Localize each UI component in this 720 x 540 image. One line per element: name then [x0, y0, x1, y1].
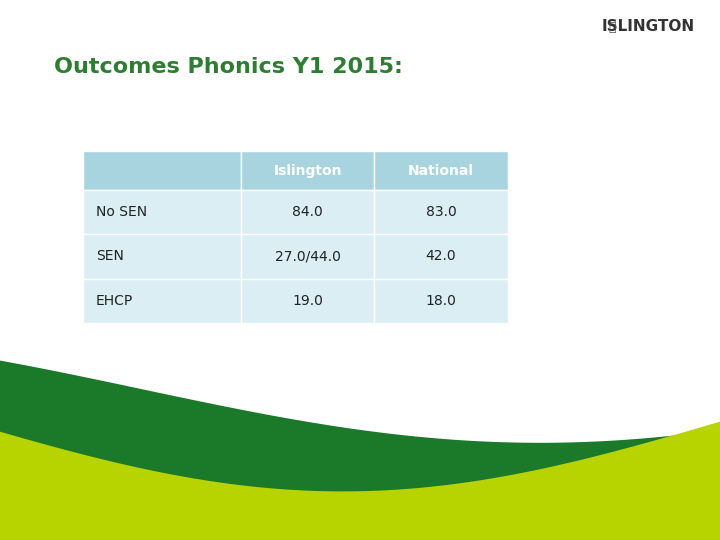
- Text: Outcomes Phonics Y1 2015:: Outcomes Phonics Y1 2015:: [54, 57, 403, 77]
- FancyBboxPatch shape: [374, 151, 508, 190]
- Text: Islington: Islington: [274, 164, 342, 178]
- FancyBboxPatch shape: [241, 234, 374, 279]
- Text: ISLINGTON: ISLINGTON: [602, 19, 695, 34]
- FancyBboxPatch shape: [374, 190, 508, 234]
- Text: 18.0: 18.0: [426, 294, 456, 308]
- FancyBboxPatch shape: [83, 279, 241, 323]
- Polygon shape: [0, 361, 720, 540]
- FancyBboxPatch shape: [83, 190, 241, 234]
- FancyBboxPatch shape: [241, 279, 374, 323]
- FancyBboxPatch shape: [241, 151, 374, 190]
- FancyBboxPatch shape: [83, 234, 241, 279]
- Text: SEN: SEN: [96, 249, 124, 264]
- Text: 27.0/44.0: 27.0/44.0: [275, 249, 341, 264]
- Text: EHCP: EHCP: [96, 294, 133, 308]
- FancyBboxPatch shape: [374, 234, 508, 279]
- Text: 42.0: 42.0: [426, 249, 456, 264]
- FancyBboxPatch shape: [241, 190, 374, 234]
- Text: 19.0: 19.0: [292, 294, 323, 308]
- Text: 83.0: 83.0: [426, 205, 456, 219]
- Text: 🏛: 🏛: [608, 21, 616, 33]
- Text: National: National: [408, 164, 474, 178]
- Text: 84.0: 84.0: [292, 205, 323, 219]
- Text: No SEN: No SEN: [96, 205, 147, 219]
- FancyBboxPatch shape: [374, 279, 508, 323]
- Polygon shape: [0, 422, 720, 540]
- FancyBboxPatch shape: [83, 151, 241, 190]
